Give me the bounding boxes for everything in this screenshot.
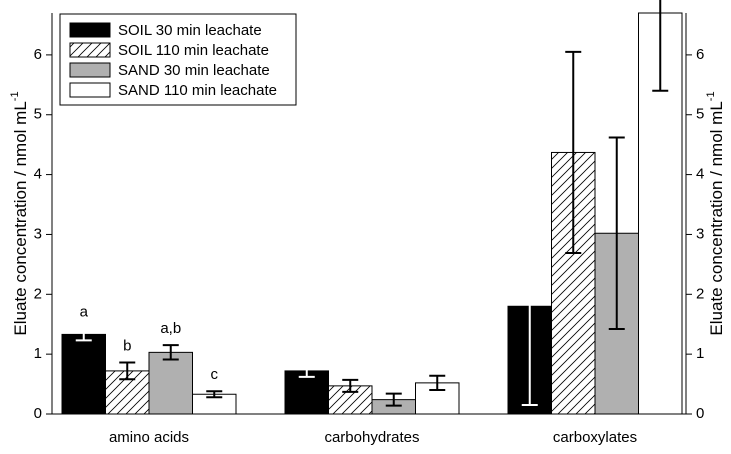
legend-label: SAND 30 min leachate — [118, 62, 270, 79]
y2-tick-label: 5 — [696, 106, 704, 123]
axis-label-sup: -1 — [705, 91, 717, 101]
y-tick-label: 0 — [34, 405, 42, 422]
x-tick-label: carbohydrates — [324, 429, 419, 446]
y-tick-label: 5 — [34, 106, 42, 123]
axis-label-text: Eluate concentration / nmol mL — [707, 101, 726, 335]
y2-tick-label: 2 — [696, 285, 704, 302]
error-bar — [429, 374, 446, 392]
y-tick-label: 6 — [34, 46, 42, 63]
y2-tick-label: 1 — [696, 345, 704, 362]
y-tick-label: 3 — [34, 225, 42, 242]
y2-tick-label: 0 — [696, 405, 704, 422]
annotation: a,b — [160, 320, 181, 337]
y2-tick-label: 3 — [696, 225, 704, 242]
axis-label-sup: -1 — [9, 91, 21, 101]
error-bar — [385, 392, 402, 407]
x-tick-label: carboxylates — [553, 429, 637, 446]
y-tick-label: 1 — [34, 345, 42, 362]
error-bar — [206, 390, 223, 399]
annotation: c — [211, 366, 219, 383]
error-bar — [75, 327, 92, 342]
y-tick-label: 2 — [34, 285, 42, 302]
legend-label: SAND 110 min leachate — [118, 82, 277, 99]
error-bar — [342, 378, 359, 393]
legend-swatch — [69, 62, 111, 78]
y2-axis-label: Eluate concentration / nmol mL-1 — [705, 91, 727, 335]
bar — [148, 351, 193, 415]
legend-swatch — [69, 42, 111, 58]
legend-label: SOIL 110 min leachate — [118, 42, 269, 59]
bar — [61, 333, 106, 415]
error-bar — [652, 0, 669, 92]
legend-swatch — [69, 22, 111, 38]
x-tick-label: amino acids — [109, 429, 189, 446]
error-bar — [162, 344, 179, 361]
error-bar — [521, 206, 538, 407]
y-tick-label: 4 — [34, 166, 42, 183]
legend-label: SOIL 30 min leachate — [118, 22, 262, 39]
error-bar — [565, 50, 582, 255]
error-bar — [119, 361, 136, 381]
bar — [284, 370, 329, 415]
y2-tick-label: 4 — [696, 166, 704, 183]
legend-swatch — [69, 82, 111, 98]
annotation: a — [80, 303, 89, 320]
y2-tick-label: 6 — [696, 46, 704, 63]
error-bar — [608, 136, 625, 331]
annotation: b — [123, 337, 131, 354]
axis-label-text: Eluate concentration / nmol mL — [11, 101, 30, 335]
error-bar — [298, 363, 315, 378]
y-axis-label: Eluate concentration / nmol mL-1 — [9, 91, 31, 335]
